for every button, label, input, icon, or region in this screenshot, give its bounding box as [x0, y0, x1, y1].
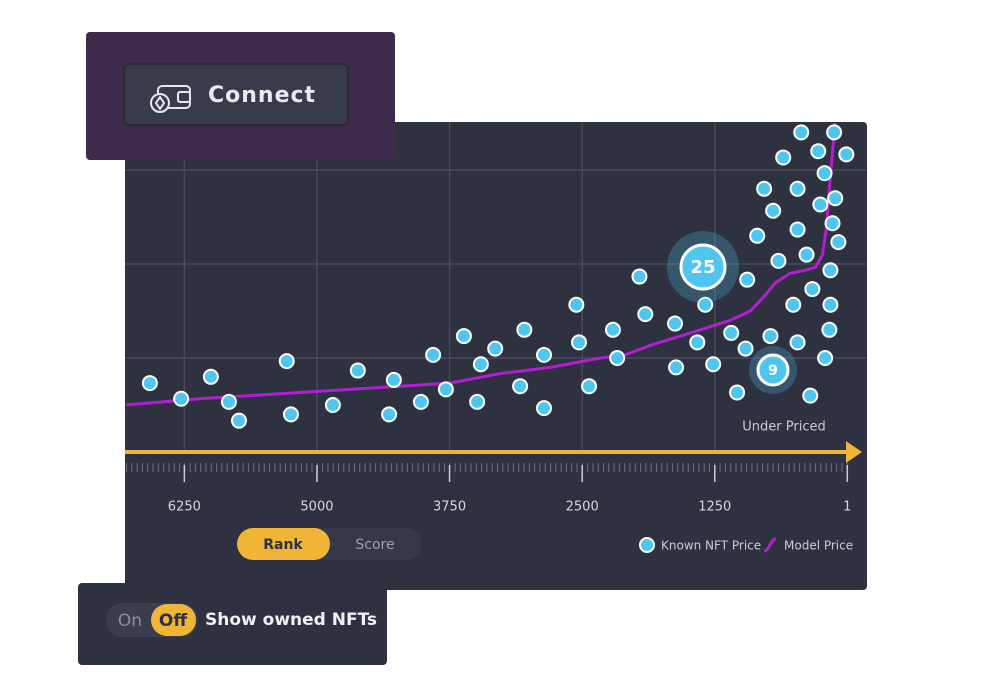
- point: [804, 281, 821, 298]
- point: [535, 346, 552, 363]
- point: [749, 227, 766, 244]
- point: [604, 321, 621, 338]
- point: [705, 356, 722, 373]
- point: [723, 324, 740, 341]
- connect-button[interactable]: [123, 63, 349, 126]
- point: [729, 384, 746, 401]
- point: [425, 346, 442, 363]
- x-tick-label: 5000: [300, 500, 333, 515]
- x-tick-label: 1: [843, 500, 851, 515]
- point: [668, 359, 685, 376]
- point: [756, 180, 773, 197]
- x-tick-label: 6250: [168, 500, 201, 515]
- minor-ticks: [126, 463, 848, 472]
- cluster-label: 25: [690, 257, 715, 278]
- point: [220, 393, 237, 410]
- point: [472, 356, 489, 373]
- point: [822, 262, 839, 279]
- point: [469, 393, 486, 410]
- point: [830, 234, 847, 251]
- x-tick-label: 1250: [698, 500, 731, 515]
- point: [512, 378, 529, 395]
- point: [827, 190, 844, 207]
- connect-label: Connect: [208, 83, 316, 108]
- owned-options: On Off: [118, 604, 196, 636]
- point: [817, 350, 834, 366]
- point: [637, 306, 654, 323]
- x-tick-label: 2500: [566, 500, 599, 515]
- point: [412, 393, 429, 410]
- point: [816, 165, 833, 182]
- point: [385, 371, 402, 388]
- point: [667, 315, 683, 332]
- point: [230, 412, 247, 429]
- point: [570, 334, 587, 351]
- legend-label: Known NFT Price: [661, 539, 761, 553]
- point: [609, 350, 626, 366]
- owned-option[interactable]: Off: [159, 611, 187, 631]
- sort-option[interactable]: Rank: [263, 537, 303, 553]
- point: [737, 340, 754, 357]
- point: [789, 334, 806, 351]
- point: [810, 143, 827, 160]
- point: [789, 180, 806, 197]
- point: [535, 400, 552, 417]
- point: [324, 397, 341, 413]
- model-line: [125, 122, 837, 407]
- point: [516, 321, 533, 338]
- point: [775, 149, 792, 166]
- point: [770, 252, 787, 269]
- point: [838, 146, 855, 163]
- point: [631, 268, 648, 285]
- owned-label: Show owned NFTs: [205, 610, 377, 630]
- point: [437, 381, 454, 398]
- point: [487, 340, 504, 357]
- x-tick-label: 3750: [433, 500, 466, 515]
- owned-option[interactable]: On: [118, 611, 142, 631]
- point: [697, 296, 714, 313]
- point: [789, 221, 806, 238]
- point: [821, 321, 838, 338]
- point: [793, 124, 810, 141]
- point: [826, 124, 843, 141]
- sort-option-bg[interactable]: [237, 528, 330, 560]
- cluster[interactable]: [756, 353, 790, 387]
- point: [739, 271, 756, 288]
- legend-swatch: [639, 537, 655, 553]
- cluster[interactable]: [679, 243, 727, 291]
- point: [824, 215, 841, 232]
- cluster-label: 9: [768, 363, 778, 379]
- point: [173, 390, 190, 407]
- plot: 25 9: [125, 122, 866, 452]
- point: [765, 202, 782, 219]
- legend-swatch: [763, 537, 777, 553]
- point: [822, 296, 839, 313]
- point: [785, 296, 802, 313]
- sort-option[interactable]: Score: [355, 537, 394, 553]
- point: [455, 328, 472, 345]
- point: [282, 406, 299, 423]
- point: [381, 406, 398, 423]
- point: [202, 368, 219, 385]
- wallet-icon: [150, 85, 191, 113]
- point: [762, 328, 779, 345]
- point: [689, 334, 706, 351]
- point: [798, 246, 815, 263]
- point: [278, 353, 295, 370]
- owned-option-bg[interactable]: [151, 604, 196, 636]
- point: [581, 378, 598, 395]
- arrow-head: [846, 441, 862, 463]
- point: [802, 387, 819, 404]
- point: [568, 296, 585, 313]
- point: [349, 362, 366, 379]
- point: [141, 375, 158, 392]
- sort-options: Rank Score: [237, 528, 395, 560]
- point: [812, 196, 829, 213]
- annotation: Under Priced: [742, 420, 825, 435]
- legend-label: Model Price: [784, 539, 853, 553]
